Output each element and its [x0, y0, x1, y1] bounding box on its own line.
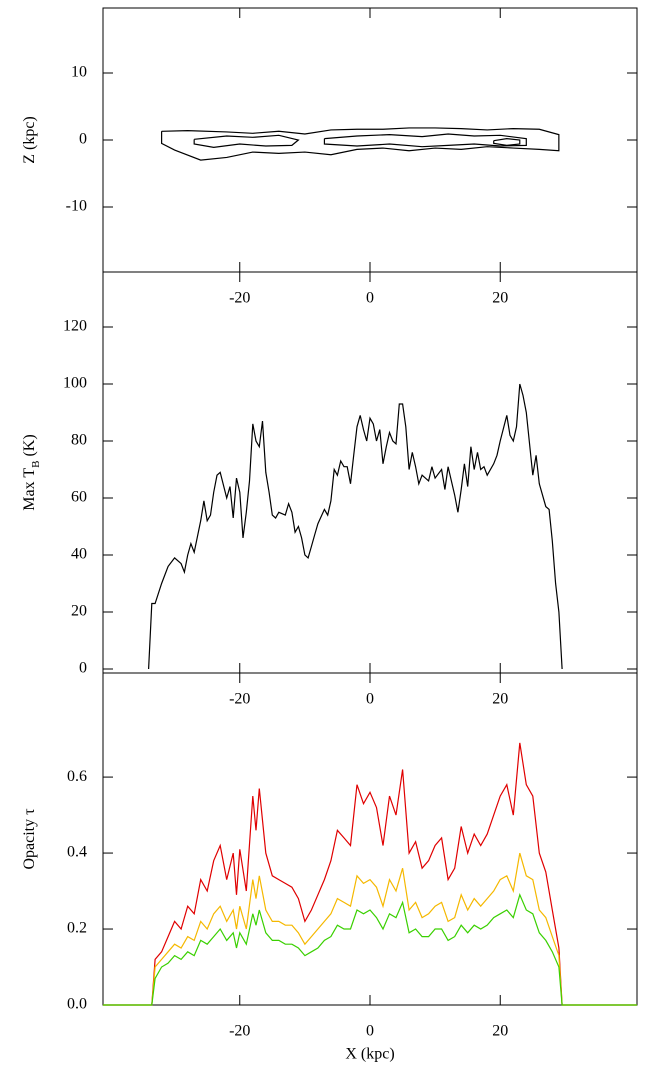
- y-tick-label: 60: [71, 489, 87, 506]
- y-tick-label: 0.4: [67, 844, 87, 861]
- y-tick-label: 0.0: [67, 996, 87, 1013]
- x-tick-label: -20: [229, 1023, 250, 1040]
- y-axis-label-part: Max T: [21, 468, 38, 511]
- y-axis-label-part: Z (kpc): [21, 116, 38, 164]
- y-axis-label: Opacity τ: [21, 808, 38, 870]
- y-tick-label: 120: [63, 318, 87, 335]
- x-tick-label: -20: [229, 290, 250, 307]
- y-tick-label: 0.6: [67, 768, 87, 785]
- y-axis-label-part: (K): [21, 434, 38, 460]
- y-tick-label: 100: [63, 375, 87, 392]
- y-tick-label: 0: [79, 660, 87, 677]
- y-axis-label: Z (kpc): [21, 116, 38, 164]
- plot-frame: [102, 672, 638, 1006]
- x-axis-label: X (kpc): [345, 1046, 394, 1063]
- y-axis-label: Max TB (K): [21, 434, 42, 510]
- x-tick-label: 20: [492, 691, 508, 708]
- contour-line: [193, 134, 300, 148]
- y-tick-label: 0: [79, 131, 87, 148]
- y-tick-label: 20: [71, 603, 87, 620]
- x-tick-label: 0: [366, 1023, 374, 1040]
- y-axis-label-part: B: [30, 461, 42, 468]
- y-tick-label: 40: [71, 546, 87, 563]
- series-line: [103, 852, 637, 1006]
- x-tick-label: 20: [492, 290, 508, 307]
- x-tick-label: 0: [366, 290, 374, 307]
- contour-line: [323, 133, 527, 148]
- contour-line: [161, 127, 560, 161]
- x-tick-label: 20: [492, 1023, 508, 1040]
- y-axis-label-part: Opacity τ: [21, 808, 38, 870]
- plot-frame: [102, 7, 638, 273]
- plot-frame: [102, 271, 638, 674]
- y-tick-label: 80: [71, 432, 87, 449]
- series-line: [103, 742, 637, 1006]
- y-tick-label: 10: [71, 64, 87, 81]
- series-line: [148, 383, 563, 670]
- contour-line: [493, 138, 521, 146]
- x-tick-label: -20: [229, 691, 250, 708]
- y-tick-label: 0.2: [67, 920, 87, 937]
- y-tick-label: -10: [66, 198, 87, 215]
- x-tick-label: 0: [366, 691, 374, 708]
- series-line: [103, 893, 637, 1006]
